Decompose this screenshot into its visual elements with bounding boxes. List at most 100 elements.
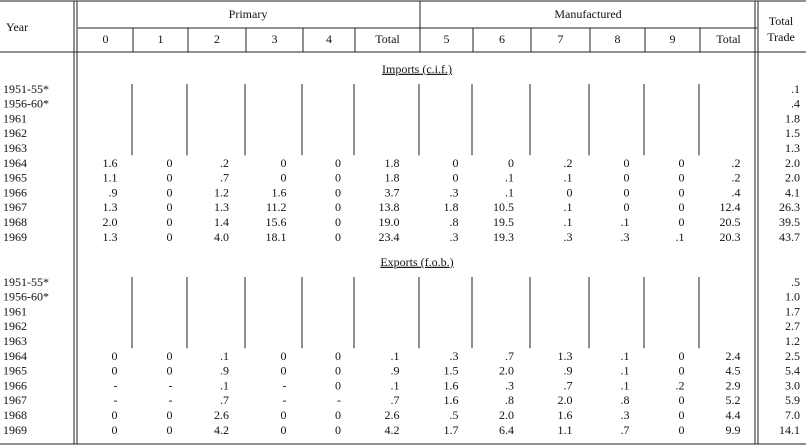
total-trade: 1.7 (785, 304, 800, 318)
cell: .2 (732, 171, 741, 185)
cell: .7 (505, 349, 514, 363)
cell: .1 (220, 349, 229, 363)
total-trade: 39.5 (779, 215, 800, 229)
cell: 4.2 (214, 423, 229, 437)
cell: 0 (167, 215, 173, 229)
total-trade: 1.0 (785, 290, 800, 304)
cell: - (169, 378, 173, 392)
cell: 0 (335, 349, 341, 363)
cell: 0 (167, 156, 173, 170)
total-trade: .4 (791, 97, 800, 111)
year: 1961 (3, 304, 27, 318)
cell: 0 (167, 349, 173, 363)
cell: .2 (676, 378, 685, 392)
cell: 9.9 (726, 423, 741, 437)
total-trade: .1 (791, 82, 800, 96)
year: 1956-60* (3, 290, 49, 304)
total-trade-header: Total (769, 14, 794, 28)
cell: .9 (391, 364, 400, 378)
year: 1966 (3, 185, 27, 199)
year: 1963 (3, 141, 27, 155)
total-trade: 26.3 (779, 200, 800, 214)
cell: .8 (621, 393, 630, 407)
year-header: Year (6, 20, 28, 34)
cell: 0 (281, 364, 287, 378)
year: 1965 (3, 364, 27, 378)
cell: - (114, 393, 118, 407)
cell: .1 (391, 349, 400, 363)
cell: 0 (335, 185, 341, 199)
cell: .1 (676, 230, 685, 244)
cell: .1 (505, 185, 514, 199)
cell: 1.3 (214, 200, 229, 214)
cell: 2.0 (103, 215, 118, 229)
cell: 1.6 (444, 393, 459, 407)
cell: 1.6 (444, 378, 459, 392)
column-header: 4 (326, 32, 332, 46)
total-trade: 4.1 (785, 185, 800, 199)
cell: 2.4 (726, 349, 741, 363)
year: 1956-60* (3, 97, 49, 111)
total-trade: 1.2 (785, 334, 800, 348)
cell: 1.1 (103, 171, 118, 185)
cell: .9 (220, 364, 229, 378)
cell: 0 (335, 423, 341, 437)
total-trade: 3.0 (785, 378, 800, 392)
cell: - (114, 378, 118, 392)
cell: 0 (679, 408, 685, 422)
cell: 15.6 (266, 215, 287, 229)
cell: 0 (112, 364, 118, 378)
cell: 1.4 (214, 215, 229, 229)
total-trade: 1.8 (785, 111, 800, 125)
cell: 20.3 (720, 230, 741, 244)
cell: 19.0 (379, 215, 400, 229)
cell: .7 (564, 378, 573, 392)
total-trade: 43.7 (779, 230, 800, 244)
cell: 0 (112, 349, 118, 363)
cell: 0 (112, 423, 118, 437)
cell: 4.5 (726, 364, 741, 378)
cell: - (283, 393, 287, 407)
cell: 0 (281, 408, 287, 422)
cell: - (169, 393, 173, 407)
year: 1965 (3, 171, 27, 185)
cell: .1 (621, 349, 630, 363)
column-header: 8 (615, 32, 621, 46)
cell: 12.4 (720, 200, 741, 214)
cell: 2.0 (499, 364, 514, 378)
cell: 0 (167, 185, 173, 199)
cell: 23.4 (379, 230, 400, 244)
cell: .1 (564, 171, 573, 185)
cell: 1.5 (444, 364, 459, 378)
cell: 1.3 (558, 349, 573, 363)
column-header: Total (375, 32, 400, 46)
total-trade: 2.7 (785, 319, 800, 333)
cell: 1.1 (558, 423, 573, 437)
cell: .3 (621, 408, 630, 422)
column-header: 1 (158, 32, 164, 46)
cell: .9 (109, 185, 118, 199)
total-trade: 14.1 (779, 423, 800, 437)
cell: 0 (112, 408, 118, 422)
cell: .9 (564, 364, 573, 378)
column-header: 3 (272, 32, 278, 46)
total-trade: 5.4 (785, 364, 800, 378)
year: 1968 (3, 408, 27, 422)
cell: 0 (167, 230, 173, 244)
cell: .5 (450, 408, 459, 422)
cell: 1.3 (103, 200, 118, 214)
cell: 19.5 (493, 215, 514, 229)
year: 1966 (3, 378, 27, 392)
year: 1967 (3, 200, 27, 214)
total-trade: 1.3 (785, 141, 800, 155)
cell: 0 (335, 215, 341, 229)
cell: .1 (391, 378, 400, 392)
total-trade: 2.0 (785, 171, 800, 185)
cell: 0 (624, 171, 630, 185)
cell: 0 (679, 156, 685, 170)
cell: .3 (621, 230, 630, 244)
cell: 0 (453, 171, 459, 185)
year: 1968 (3, 215, 27, 229)
